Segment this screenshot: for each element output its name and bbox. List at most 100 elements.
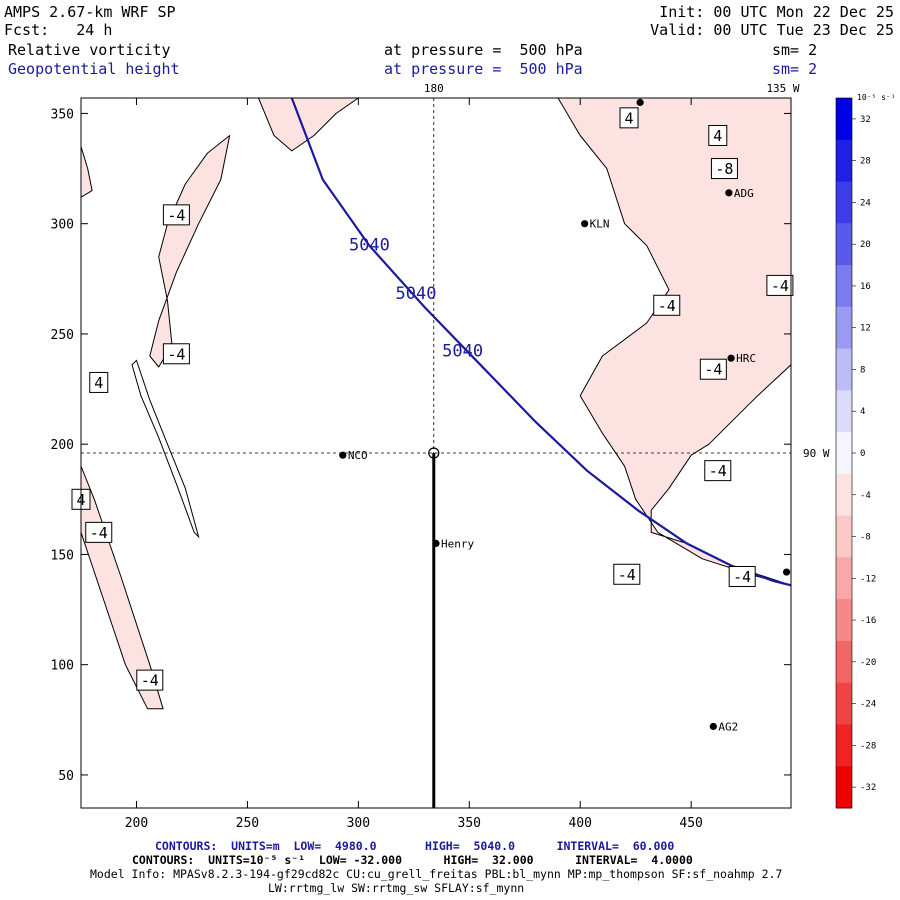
axes: 200 250 300 350 400 450 50 100 150 200 250 300 350 xyxy=(51,98,791,831)
colorbar-label: -20 xyxy=(860,658,876,668)
colorbar-segment xyxy=(836,766,852,809)
station-hrc: HRC xyxy=(727,352,756,365)
contour-label-box xyxy=(653,294,681,316)
reference-lines xyxy=(81,98,791,808)
model-info: Model Info: MPASv8.2.3-194-gf29cd82c CU:… xyxy=(90,867,783,881)
colorbar-segment xyxy=(836,432,852,475)
colorbar-segment xyxy=(836,265,852,308)
height-label-0: 5040 xyxy=(349,236,390,256)
field1-level: at pressure = 500 hPa xyxy=(384,41,583,59)
field1-smoothing: sm= 2 xyxy=(772,41,818,59)
contour-label-11: -4 xyxy=(728,565,756,587)
contour-label-box xyxy=(162,343,190,365)
station-markers: NCO Henry KLN HRC AG2 ADG xyxy=(339,98,791,733)
init-time: Init: 00 UTC Mon 22 Dec 25 xyxy=(659,3,894,21)
contour-label-box xyxy=(699,358,727,380)
colorbar-segment xyxy=(836,390,852,433)
station-unnamed-6 xyxy=(782,568,791,576)
positive-contour-0 xyxy=(131,359,200,539)
height-label-2: 5040 xyxy=(442,342,483,362)
colorbar-label: 32 xyxy=(860,115,871,125)
height-contour-info: CONTOURS: UNITS=m LOW= 4980.0 HIGH= 5040… xyxy=(155,839,675,853)
x-tick-label: 200 xyxy=(125,816,148,831)
vorticity-contour-info: CONTOURS: UNITS=10⁻⁵ s⁻¹ LOW= -32.000 HI… xyxy=(132,853,693,867)
station-label: KLN xyxy=(590,218,610,231)
x-tick-label: 300 xyxy=(347,816,370,831)
station-dot xyxy=(432,539,440,548)
contour-label-box xyxy=(704,460,732,482)
contour-label-box xyxy=(162,204,190,226)
colorbar-label: -12 xyxy=(860,574,876,584)
colorbar-segment xyxy=(836,640,852,684)
contour-label-box xyxy=(85,521,113,543)
y-tick-label: 250 xyxy=(51,328,74,343)
y-tick-label: 150 xyxy=(51,548,74,563)
x-tick-label: 250 xyxy=(236,816,259,831)
vorticity-region-3 xyxy=(81,146,93,198)
colorbar-segment xyxy=(836,682,852,725)
station-dot xyxy=(709,722,717,731)
height-label-1: 5040 xyxy=(396,284,437,304)
contour-label-8: -4 xyxy=(704,460,732,482)
colorbar: 32 28 24 20 16 12 8 4 0 -4 -8 -12 -16 -20 -24 -28 -32 10⁻… xyxy=(835,93,896,809)
vorticity-region-1 xyxy=(149,135,231,368)
station-dot xyxy=(782,568,791,576)
colorbar-label: -24 xyxy=(860,700,876,710)
station-dot xyxy=(339,451,347,459)
x-tick-label: 450 xyxy=(679,816,702,831)
colorbar-label: -28 xyxy=(860,741,876,751)
colorbar-segment xyxy=(836,515,852,558)
colorbar-segment xyxy=(836,557,852,600)
vorticity-fill-layer xyxy=(81,98,791,710)
plot-frame xyxy=(80,97,792,809)
station-henry: Henry xyxy=(432,537,474,550)
station-unnamed-7 xyxy=(636,98,644,107)
contour-label-14: 4 xyxy=(708,124,728,146)
x-tick-label: 400 xyxy=(568,816,591,831)
colorbar-segment xyxy=(836,473,852,517)
colorbar-label: 8 xyxy=(860,365,865,375)
colorbar-label: 0 xyxy=(860,449,865,459)
contour-label-text: -4 xyxy=(658,297,676,315)
station-dot xyxy=(725,189,733,197)
contour-label-text: 4 xyxy=(94,374,103,392)
colorbar-segment xyxy=(836,223,852,266)
colorbar-label: 16 xyxy=(860,282,871,292)
contour-label-box xyxy=(766,274,794,296)
y-tick-label: 100 xyxy=(51,659,74,674)
contour-label-4: -4 xyxy=(85,521,113,543)
field1-name: Relative vorticity xyxy=(8,41,171,59)
lon-135w-label: 135 W xyxy=(766,82,799,95)
contour-label-box xyxy=(619,107,639,129)
contour-label-box xyxy=(708,124,728,146)
station-label: ADG xyxy=(734,187,754,200)
contour-label-13: 4 xyxy=(619,107,639,129)
contour-label-box xyxy=(89,371,109,393)
contour-labels: -4-444-4-4-4-4-4-4-4 -4-844 xyxy=(71,107,794,691)
contour-label-text: 4 xyxy=(713,127,722,145)
colorbar-label: -16 xyxy=(860,616,876,626)
valid-time: Valid: 00 UTC Tue 23 Dec 25 xyxy=(650,21,894,39)
station-nco: NCO xyxy=(339,449,368,462)
colorbar-segment xyxy=(836,139,852,183)
model-title: AMPS 2.67-km WRF SP xyxy=(4,3,176,21)
positive-vorticity-contours xyxy=(131,359,200,539)
station-label: NCO xyxy=(348,449,368,462)
contour-label-text: 4 xyxy=(625,109,634,127)
station-kln: KLN xyxy=(581,218,610,231)
contour-label-text: -4 xyxy=(704,361,722,379)
lon-90w-label: 90 W xyxy=(803,447,830,460)
contour-label-text: -4 xyxy=(618,566,636,584)
station-dot xyxy=(581,220,589,228)
model-info-physics: LW:rrtmg_lw SW:rrtmg_sw SFLAY:sf_mynn xyxy=(268,881,525,895)
field2-level: at pressure = 500 hPa xyxy=(384,60,583,78)
station-label: Henry xyxy=(441,537,474,550)
colorbar-label: -8 xyxy=(860,533,871,543)
vorticity-region-2 xyxy=(557,98,791,586)
colorbar-label: 24 xyxy=(860,198,871,208)
station-adg: ADG xyxy=(725,187,754,200)
colorbar-segment xyxy=(836,306,852,350)
x-tick-label: 350 xyxy=(458,816,481,831)
colorbar-segment xyxy=(836,181,852,224)
